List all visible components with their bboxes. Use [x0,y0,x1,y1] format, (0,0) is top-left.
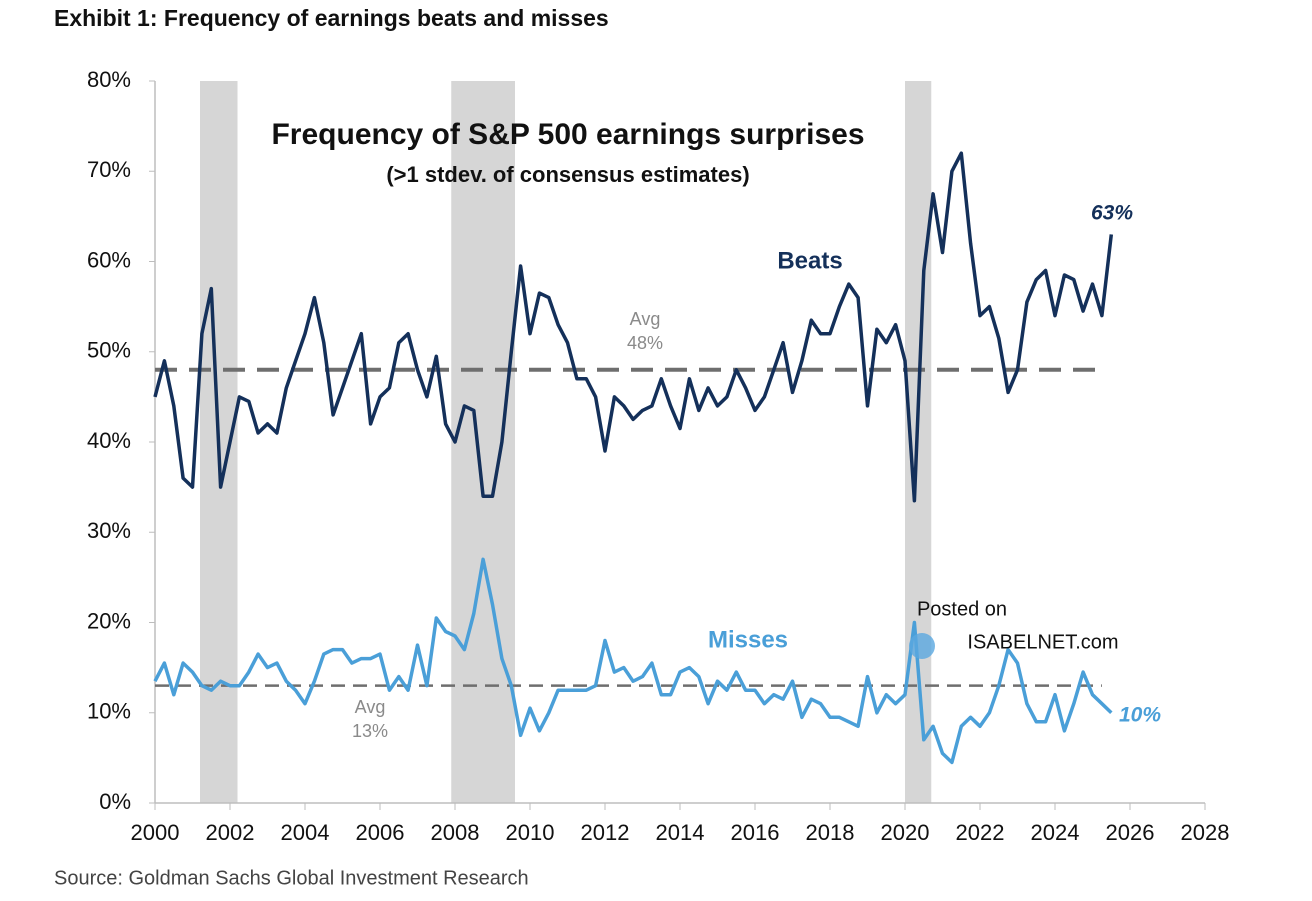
source: Source: Goldman Sachs Global Investment … [54,867,529,889]
x-tick-label: 2008 [431,820,480,845]
y-tick-label: 0% [99,789,131,814]
y-tick-label: 40% [87,428,131,453]
y-tick-label: 30% [87,518,131,543]
average-label: Avg [630,309,661,329]
y-tick-label: 70% [87,157,131,182]
chart-subtitle: (>1 stdev. of consensus estimates) [386,162,749,187]
series-label: Beats [777,247,842,274]
series-line [153,557,1113,765]
average-label: Avg [355,697,386,717]
x-tick-label: 2026 [1106,820,1155,845]
y-tick-label: 20% [87,608,131,633]
x-tick-label: 2024 [1031,820,1080,845]
x-tick-label: 2016 [731,820,780,845]
x-tick-label: 2022 [956,820,1005,845]
watermark: ISABELNET.com [967,631,1118,653]
x-tick-label: 2000 [131,820,180,845]
x-tick-label: 2018 [806,820,855,845]
x-tick-label: 2012 [581,820,630,845]
exhibit-title: Exhibit 1: Frequency of earnings beats a… [54,5,609,31]
x-tick-label: 2020 [881,820,930,845]
watermark-icon [909,633,935,659]
y-tick-label: 50% [87,338,131,363]
y-tick-label: 80% [87,67,131,92]
series-label: Misses [708,626,788,653]
average-label: 48% [627,333,663,353]
recession-band [451,81,515,803]
x-tick-label: 2006 [356,820,405,845]
x-tick-label: 2028 [1181,820,1230,845]
end-label: 63% [1091,202,1133,225]
y-tick-label: 10% [87,699,131,724]
x-tick-label: 2010 [506,820,555,845]
end-label: 10% [1119,704,1161,727]
watermark: Posted on [917,598,1007,620]
average-label: 13% [352,721,388,741]
series-line [153,151,1114,503]
x-tick-label: 2014 [656,820,705,845]
y-tick-label: 60% [87,247,131,272]
x-tick-label: 2002 [206,820,255,845]
chart-title: Frequency of S&P 500 earnings surprises [271,118,864,151]
x-tick-label: 2004 [281,820,330,845]
